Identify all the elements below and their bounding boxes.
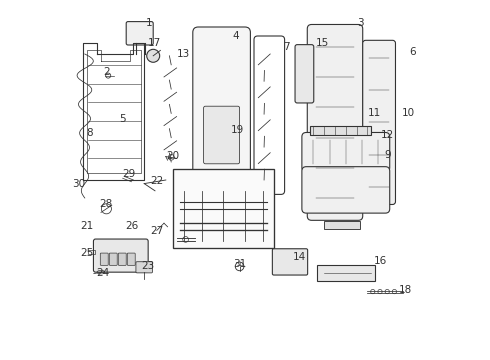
- Text: 19: 19: [231, 125, 245, 135]
- Text: 13: 13: [177, 49, 191, 59]
- Text: 7: 7: [283, 42, 290, 52]
- FancyBboxPatch shape: [363, 40, 395, 204]
- Text: 8: 8: [86, 128, 93, 138]
- Text: 4: 4: [233, 31, 239, 41]
- Text: 24: 24: [96, 268, 109, 278]
- Text: 15: 15: [316, 38, 329, 48]
- Text: 6: 6: [409, 47, 416, 57]
- Text: 16: 16: [373, 256, 387, 266]
- Circle shape: [147, 49, 160, 62]
- Text: 1: 1: [147, 18, 153, 28]
- Text: 12: 12: [381, 130, 394, 140]
- Text: 10: 10: [402, 108, 416, 118]
- FancyBboxPatch shape: [136, 262, 152, 273]
- Text: 23: 23: [141, 261, 154, 271]
- FancyBboxPatch shape: [126, 22, 153, 45]
- Bar: [317, 265, 374, 281]
- FancyBboxPatch shape: [204, 106, 240, 164]
- Text: 30: 30: [72, 179, 85, 189]
- Text: 29: 29: [122, 168, 136, 179]
- FancyBboxPatch shape: [94, 239, 148, 272]
- Text: 31: 31: [233, 258, 246, 269]
- Text: 27: 27: [150, 226, 164, 236]
- FancyBboxPatch shape: [302, 167, 390, 213]
- Bar: [88, 250, 95, 254]
- FancyBboxPatch shape: [109, 253, 117, 265]
- Bar: [173, 169, 274, 248]
- FancyBboxPatch shape: [302, 132, 390, 172]
- Text: 14: 14: [293, 252, 306, 262]
- Text: 11: 11: [368, 108, 381, 118]
- FancyBboxPatch shape: [193, 27, 250, 196]
- Text: 20: 20: [167, 150, 179, 161]
- FancyBboxPatch shape: [100, 253, 108, 265]
- FancyBboxPatch shape: [295, 45, 314, 103]
- Text: 21: 21: [81, 221, 94, 231]
- FancyBboxPatch shape: [272, 249, 308, 275]
- FancyBboxPatch shape: [127, 253, 135, 265]
- Text: 25: 25: [81, 248, 94, 258]
- Text: 17: 17: [147, 38, 161, 48]
- Text: 5: 5: [119, 114, 126, 124]
- Bar: [324, 221, 360, 229]
- FancyBboxPatch shape: [118, 253, 126, 265]
- Text: 18: 18: [398, 285, 412, 295]
- Bar: [310, 126, 371, 135]
- Text: 22: 22: [150, 176, 164, 186]
- Text: 2: 2: [103, 67, 110, 77]
- Text: 28: 28: [99, 199, 112, 210]
- FancyBboxPatch shape: [307, 24, 363, 220]
- Text: 3: 3: [357, 18, 364, 28]
- Text: 9: 9: [384, 150, 391, 160]
- Text: 26: 26: [125, 221, 138, 231]
